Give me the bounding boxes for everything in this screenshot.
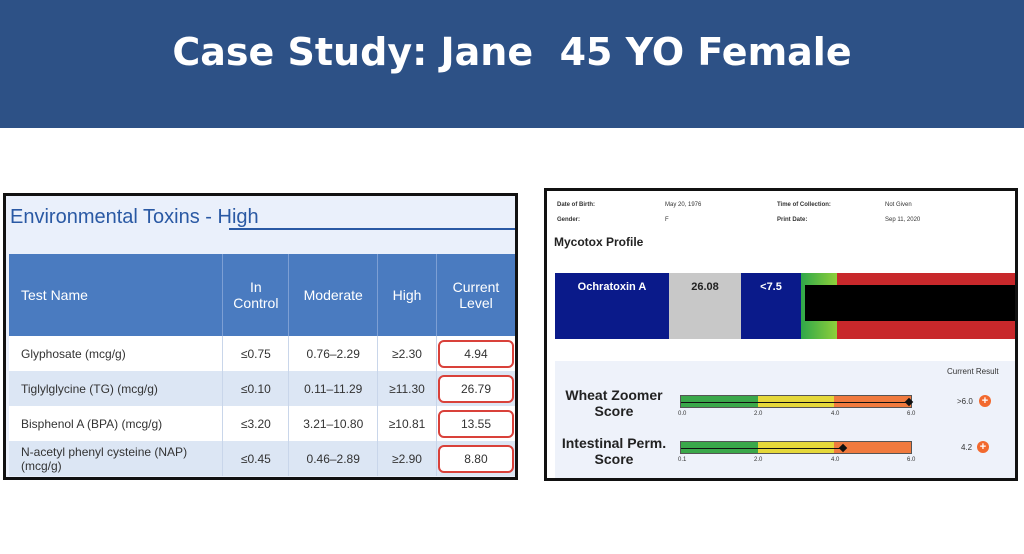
dob-label: Date of Birth:: [557, 202, 595, 208]
col-header-moderate: Moderate: [288, 254, 378, 336]
col-header-in-control: In Control: [222, 254, 289, 336]
gauge-tick: 0.1: [678, 457, 687, 463]
table-row: Bisphenol A (BPA) (mcg/g) ≤3.20 3.21–10.…: [9, 406, 515, 441]
title-underline: [229, 228, 515, 230]
time-of-collection-value: Not Given: [885, 202, 912, 208]
high-range: ≥10.81: [377, 406, 437, 441]
intestinal-perm-gauge: [680, 441, 912, 454]
gauge-tick: 6.0: [907, 457, 916, 463]
gauge-tick: 6.0: [907, 411, 916, 417]
gauge-orange-zone: [834, 442, 911, 453]
gender-value: F: [665, 217, 669, 223]
current-level-value: 8.80: [437, 444, 514, 473]
high-range: ≥11.30: [377, 371, 437, 406]
environmental-toxins-panel: Environmental Toxins - High Test Name In…: [3, 193, 518, 480]
redacted-marker-bar: [805, 285, 1015, 321]
moderate-range: 0.46–2.89: [288, 441, 378, 476]
gauge-orange-zone: [834, 396, 911, 407]
toxins-table: Test Name In Control Moderate High Curre…: [9, 254, 515, 476]
mycotox-report-panel: Date of Birth: May 20, 1976 Time of Coll…: [544, 188, 1018, 481]
dob-value: May 20, 1976: [665, 202, 702, 208]
in-control-range: ≤0.45: [222, 441, 289, 476]
test-name: N-acetyl phenyl cysteine (NAP) (mcg/g): [9, 441, 223, 476]
current-level-value: 13.55: [437, 409, 514, 438]
in-control-range: ≤0.75: [222, 336, 289, 371]
high-range: ≥2.30: [377, 336, 437, 371]
ochratoxin-result-bar: Ochratoxin A 26.08 <7.5: [555, 273, 1015, 339]
col-header-current-level: Current Level: [435, 254, 515, 336]
gender-label: Gender:: [557, 217, 581, 223]
time-of-collection-label: Time of Collection:: [777, 202, 831, 208]
in-control-range: ≤0.10: [222, 371, 289, 406]
gauge-yellow-zone: [757, 396, 835, 407]
page-title: Case Study: Jane 45 YO Female: [172, 30, 852, 74]
gauge-tick: 0.0: [678, 411, 687, 417]
print-date-label: Print Date:: [777, 217, 808, 223]
current-result-header: Current Result: [947, 367, 999, 376]
wheat-zoomer-gauge: [680, 395, 914, 408]
test-name: Bisphenol A (BPA) (mcg/g): [9, 406, 223, 441]
current-level-cell: 4.94: [435, 336, 515, 371]
current-level-cell: 8.80: [435, 441, 515, 476]
gauge-tick: 4.0: [831, 457, 840, 463]
scores-section: Current Result Wheat Zoomer Score 0.0 2.…: [555, 361, 1015, 478]
reference-range-cell: <7.5: [741, 273, 801, 339]
current-level-cell: 13.55: [435, 406, 515, 441]
test-name: Glyphosate (mcg/g): [9, 336, 223, 371]
mycotox-profile-title: Mycotox Profile: [554, 235, 644, 249]
table-header-row: Test Name In Control Moderate High Curre…: [9, 254, 515, 336]
test-name: Tiglylglycine (TG) (mcg/g): [9, 371, 223, 406]
reference-range: <7.5: [760, 281, 782, 293]
col-header-test-name: Test Name: [9, 254, 223, 336]
current-level-cell: 26.79: [435, 371, 515, 406]
gauge-yellow-zone: [757, 442, 835, 453]
current-level-value: 26.79: [437, 374, 514, 403]
wheat-zoomer-result: >6.0: [957, 397, 973, 406]
col-header-high: High: [377, 254, 437, 336]
gauge-green-zone: [681, 442, 758, 453]
analyte-name: Ochratoxin A: [577, 281, 647, 293]
env-toxins-title: Environmental Toxins - High: [10, 206, 259, 228]
table-row: N-acetyl phenyl cysteine (NAP) (mcg/g) ≤…: [9, 441, 515, 476]
table-row: Glyphosate (mcg/g) ≤0.75 0.76–2.29 ≥2.30…: [9, 336, 515, 371]
gauge-value-line: [681, 402, 909, 403]
plus-icon[interactable]: +: [979, 395, 991, 407]
in-control-range: ≤3.20: [222, 406, 289, 441]
table-row: Tiglylglycine (TG) (mcg/g) ≤0.10 0.11–11…: [9, 371, 515, 406]
gauge-tick: 2.0: [754, 457, 763, 463]
current-level-value: 4.94: [437, 339, 514, 368]
gauge-green-zone: [681, 396, 758, 407]
title-banner: Case Study: Jane 45 YO Female: [0, 0, 1024, 128]
wheat-zoomer-score-label: Wheat Zoomer Score: [565, 387, 663, 419]
moderate-range: 3.21–10.80: [288, 406, 378, 441]
high-range: ≥2.90: [377, 441, 437, 476]
analyte-name-cell: Ochratoxin A: [555, 273, 669, 339]
gauge-tick: 2.0: [754, 411, 763, 417]
plus-icon[interactable]: +: [977, 441, 989, 453]
intestinal-perm-score-label: Intestinal Perm. Score: [561, 435, 667, 467]
moderate-range: 0.76–2.29: [288, 336, 378, 371]
gauge-value-line: [681, 448, 843, 449]
intestinal-perm-result: 4.2: [961, 443, 973, 452]
moderate-range: 0.11–11.29: [288, 371, 378, 406]
print-date-value: Sep 11, 2020: [885, 217, 921, 223]
analyte-value: 26.08: [691, 281, 719, 293]
gauge-tick: 4.0: [831, 411, 840, 417]
analyte-value-cell: 26.08: [669, 273, 741, 339]
